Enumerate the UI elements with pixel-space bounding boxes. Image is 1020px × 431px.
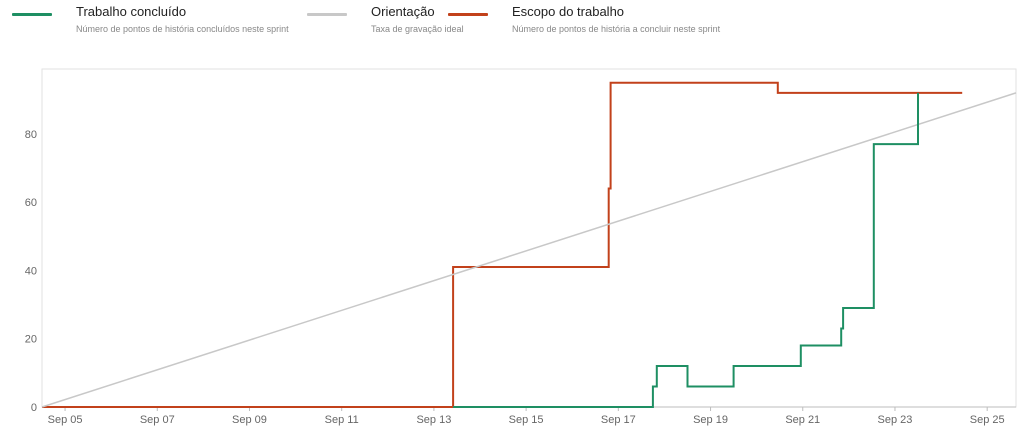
x-tick-label: Sep 25 xyxy=(970,414,1005,426)
y-tick-label: 80 xyxy=(25,129,37,141)
legend-item-trabalho-concluido[interactable]: Trabalho concluído Número de pontos de h… xyxy=(12,4,307,35)
x-axis-ticks: Sep 05 Sep 07 Sep 09 Sep 11 Sep 13 Sep 15 Sep … xyxy=(48,407,1005,426)
x-tick-label: Sep 19 xyxy=(693,414,728,426)
legend-title: Orientação xyxy=(371,4,435,19)
y-tick-label: 40 xyxy=(25,265,37,277)
series-line-orientacao[interactable] xyxy=(41,92,1017,408)
x-tick-label: Sep 21 xyxy=(785,414,820,426)
legend-title: Escopo do trabalho xyxy=(512,4,625,19)
legend-swatch-trabalho-concluido xyxy=(12,13,52,16)
x-tick-label: Sep 07 xyxy=(140,414,175,426)
legend-subtitle: Taxa de gravação ideal xyxy=(371,24,464,34)
y-tick-label: 60 xyxy=(25,197,37,209)
series-line-trabalho-concluido[interactable] xyxy=(453,92,919,408)
plot-area-frame xyxy=(41,68,1017,408)
series-layer xyxy=(41,81,1017,408)
x-tick-label: Sep 15 xyxy=(509,414,544,426)
x-tick-label: Sep 23 xyxy=(878,414,913,426)
legend-swatch-orientacao xyxy=(307,13,347,16)
x-tick-label: Sep 13 xyxy=(416,414,451,426)
y-tick-label: 20 xyxy=(25,334,37,346)
legend-subtitle: Número de pontos de história concluídos … xyxy=(76,24,289,34)
chart-legend: Trabalho concluído Número de pontos de h… xyxy=(12,4,748,35)
x-tick-label: Sep 11 xyxy=(325,414,359,426)
x-tick-label: Sep 09 xyxy=(232,414,267,426)
y-tick-label: 0 xyxy=(31,402,37,414)
x-tick-label: Sep 05 xyxy=(48,414,83,426)
legend-item-escopo-do-trabalho[interactable]: Escopo do trabalho Número de pontos de h… xyxy=(448,4,748,35)
series-line-escopo-do-trabalho[interactable] xyxy=(42,81,963,408)
legend-swatch-escopo-do-trabalho xyxy=(448,13,488,16)
legend-item-orientacao[interactable]: Orientação Taxa de gravação ideal xyxy=(307,4,464,35)
legend-title: Trabalho concluído xyxy=(76,4,187,19)
x-tick-label: Sep 17 xyxy=(601,414,636,426)
y-axis-ticks: 0 20 40 60 80 xyxy=(25,129,37,414)
legend-subtitle: Número de pontos de história a concluir … xyxy=(512,24,721,34)
